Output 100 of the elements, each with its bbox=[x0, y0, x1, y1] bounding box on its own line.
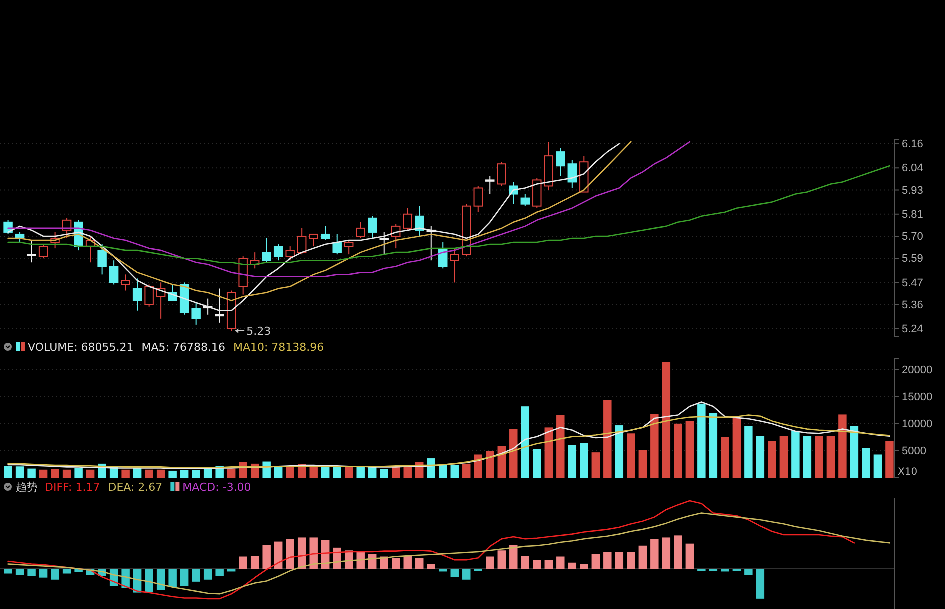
bar bbox=[344, 466, 354, 478]
line-series bbox=[8, 414, 890, 468]
bar bbox=[250, 556, 260, 569]
bar bbox=[744, 569, 753, 576]
bar bbox=[521, 406, 530, 478]
y-tick-label: 5.36 bbox=[902, 299, 924, 312]
bar bbox=[145, 569, 154, 592]
bar bbox=[533, 449, 542, 478]
candlestick bbox=[262, 238, 272, 264]
bar bbox=[392, 467, 400, 478]
bar bbox=[686, 544, 694, 569]
candlestick bbox=[556, 148, 566, 177]
line-series bbox=[8, 402, 890, 470]
text: DIFF: 1.17 bbox=[45, 481, 100, 494]
bar bbox=[51, 469, 60, 478]
candlestick bbox=[450, 248, 460, 284]
bar bbox=[709, 413, 718, 478]
y-tick-label: 5000 bbox=[902, 445, 926, 458]
bar bbox=[310, 466, 318, 478]
bar bbox=[180, 569, 189, 586]
bar bbox=[392, 558, 400, 569]
candlestick bbox=[380, 232, 389, 256]
y-tick-label: 10000 bbox=[902, 418, 933, 430]
text: MA10: 78138.96 bbox=[233, 341, 324, 354]
bar bbox=[474, 454, 482, 478]
bar bbox=[556, 415, 565, 478]
bar bbox=[39, 569, 48, 578]
bar bbox=[239, 556, 248, 569]
bar bbox=[698, 404, 706, 478]
bar bbox=[180, 470, 189, 478]
bar bbox=[168, 470, 177, 478]
candlestick bbox=[192, 302, 201, 326]
bar bbox=[604, 400, 612, 478]
bar bbox=[768, 441, 776, 478]
y-tick-label: 5.81 bbox=[902, 208, 924, 221]
candlestick bbox=[109, 260, 119, 286]
candlestick bbox=[356, 222, 366, 239]
candlestick bbox=[274, 244, 284, 262]
bar bbox=[122, 470, 130, 478]
bar bbox=[815, 436, 824, 478]
bar bbox=[615, 552, 624, 569]
bar bbox=[262, 462, 271, 478]
candlestick bbox=[368, 216, 378, 239]
bar bbox=[28, 569, 36, 576]
candlestick bbox=[286, 246, 295, 262]
bar bbox=[62, 569, 72, 574]
text: MA5: 76788.16 bbox=[142, 341, 226, 354]
bar bbox=[674, 424, 682, 478]
bar bbox=[627, 434, 636, 478]
bar bbox=[674, 536, 682, 569]
candlestick bbox=[38, 244, 48, 260]
candlestick bbox=[486, 176, 495, 195]
bar bbox=[404, 556, 412, 569]
bar bbox=[380, 469, 388, 478]
bar bbox=[16, 466, 24, 478]
bar bbox=[850, 426, 859, 478]
bar bbox=[310, 538, 318, 569]
bar bbox=[204, 569, 212, 580]
bar bbox=[216, 569, 224, 576]
bar bbox=[439, 465, 448, 478]
bar bbox=[74, 468, 83, 478]
y-tick-label: 6.16 bbox=[902, 138, 924, 151]
bar bbox=[662, 362, 671, 478]
bar bbox=[780, 436, 788, 478]
candlestick bbox=[403, 208, 412, 231]
bar bbox=[803, 436, 812, 478]
bar bbox=[462, 569, 471, 580]
line-series bbox=[8, 141, 691, 278]
candlestick bbox=[520, 194, 530, 207]
bar bbox=[544, 560, 554, 569]
candlestick bbox=[121, 274, 130, 292]
y-tick-label: 15000 bbox=[902, 391, 933, 404]
candlestick bbox=[320, 226, 330, 242]
bar bbox=[650, 539, 659, 569]
bar bbox=[274, 542, 283, 569]
bar bbox=[510, 545, 518, 569]
bar bbox=[638, 546, 648, 569]
y-tick-label: 20000 bbox=[902, 364, 933, 376]
text: X10 bbox=[898, 467, 918, 478]
bar bbox=[4, 569, 12, 574]
bar bbox=[333, 467, 342, 478]
bar bbox=[627, 552, 636, 569]
legend-label: MACD: -3.00 bbox=[182, 481, 252, 494]
annotation: 5.23 bbox=[246, 324, 272, 338]
bar bbox=[544, 428, 554, 478]
bar bbox=[416, 558, 424, 569]
bar bbox=[874, 454, 882, 478]
bar bbox=[650, 414, 659, 478]
bar bbox=[356, 467, 365, 478]
bar bbox=[39, 470, 48, 478]
bar bbox=[168, 569, 177, 588]
bar bbox=[486, 451, 494, 478]
bar bbox=[615, 426, 624, 478]
bar bbox=[638, 450, 648, 478]
candlestick bbox=[309, 234, 318, 248]
bar bbox=[862, 448, 870, 478]
candlestick bbox=[98, 244, 107, 276]
candlestick bbox=[27, 240, 36, 264]
bar bbox=[486, 556, 494, 569]
bar bbox=[156, 470, 166, 478]
